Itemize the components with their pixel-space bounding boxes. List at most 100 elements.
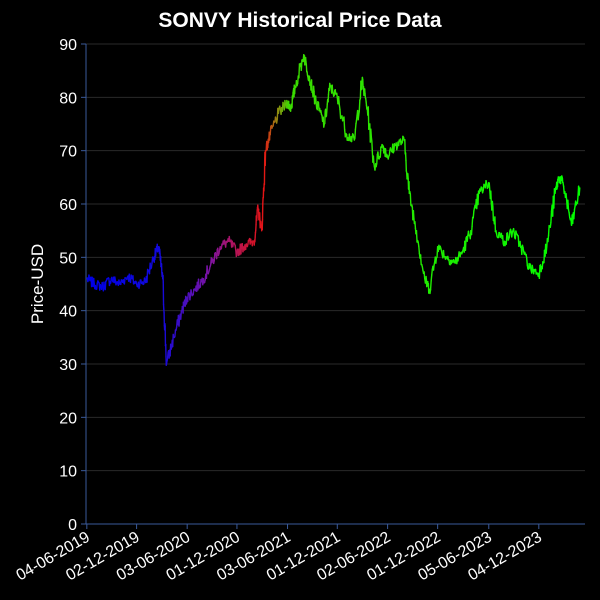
series-line-segment: [511, 231, 514, 238]
series-line-segment: [337, 95, 340, 106]
series-line-segment: [429, 280, 432, 291]
series-line-segment: [376, 153, 379, 165]
series-line-segment: [357, 114, 360, 121]
series-line-segment: [466, 234, 469, 242]
series-line-segment: [442, 249, 445, 258]
series-line-segment: [333, 89, 336, 96]
series-line-segment: [412, 209, 415, 220]
series-line-segment: [339, 108, 342, 120]
series-line-segment: [235, 251, 238, 258]
y-tick-label: 80: [59, 90, 77, 107]
series-line-segment: [519, 240, 522, 248]
y-tick-label: 70: [59, 144, 77, 161]
series-line-segment: [550, 210, 553, 224]
series-line-segment: [316, 100, 319, 111]
series-line-segment: [269, 126, 272, 136]
series-line-segment: [517, 235, 520, 247]
y-tick-label: 40: [59, 304, 77, 321]
series-line-segment: [547, 234, 550, 243]
series-line-segment: [531, 264, 534, 271]
series-line-segment: [300, 59, 303, 72]
series-line-segment: [348, 133, 351, 142]
series-line-segment: [529, 263, 532, 271]
series-line-segment: [388, 149, 391, 156]
axes: [81, 43, 585, 529]
series-line-segment: [213, 252, 216, 262]
series-line-segment: [470, 225, 473, 236]
series-line-segment: [401, 135, 404, 144]
series-line-segment: [513, 231, 516, 239]
series-line-segment: [435, 257, 438, 264]
series-line-segment: [448, 259, 451, 265]
y-tick-label: 10: [59, 464, 77, 481]
series-line-segment: [234, 244, 237, 251]
series-line-segment: [538, 264, 541, 280]
series-line-segment: [372, 155, 375, 165]
series-line-segment: [150, 262, 153, 269]
series-line-segment: [298, 63, 301, 79]
series-line-segment: [491, 200, 494, 208]
series-line-segment: [370, 128, 373, 138]
series-line-segment: [334, 89, 337, 95]
y-tick-labels: 0 10 20 30 40 50 60 70 80 90: [59, 37, 77, 534]
series-line-segment: [360, 80, 363, 91]
series-line-segment: [358, 99, 361, 112]
series-line-segment: [166, 351, 169, 359]
y-tick-label: 60: [59, 197, 77, 214]
series-line-segment: [415, 229, 418, 243]
series-line-segment: [331, 84, 334, 93]
series-line-segment: [490, 190, 493, 204]
series-line-segment: [123, 277, 126, 285]
series-line-segment: [423, 271, 426, 280]
series-line-segment: [492, 205, 495, 222]
series-line-segment: [138, 279, 141, 286]
y-tick-label: 50: [59, 250, 77, 267]
series-line-segment: [508, 230, 511, 238]
series-line-segment: [430, 274, 433, 282]
series-line-segment: [95, 282, 98, 290]
series-line-segment: [525, 257, 528, 266]
series-line-segment: [146, 268, 149, 283]
series-line-segment: [240, 243, 243, 255]
series-line-segment: [109, 277, 112, 284]
series-line-segment: [472, 210, 475, 219]
series-line-segment: [573, 209, 576, 220]
series-line-segment: [501, 234, 504, 245]
series-line-segment: [104, 280, 107, 291]
series-line-segment: [174, 329, 177, 338]
series-line-segment: [547, 224, 550, 236]
series-line-segment: [567, 199, 570, 211]
series-line-segment: [178, 316, 181, 327]
grid-lines: [86, 43, 585, 472]
series-line-segment: [343, 116, 346, 131]
series-line-segment: [192, 288, 195, 296]
series-line-segment: [128, 273, 131, 282]
series-line-segment: [367, 106, 370, 130]
series-line-segment: [545, 245, 548, 254]
series-line-segment: [377, 151, 380, 160]
series-line-segment: [315, 101, 318, 109]
series-line-segment: [431, 268, 434, 276]
series-line-segment: [93, 277, 95, 285]
series-line-segment: [505, 232, 508, 245]
series-line-segment: [497, 231, 500, 239]
series-line-segment: [354, 123, 357, 131]
series-line-segment: [312, 85, 315, 93]
series-line-segment: [379, 146, 382, 158]
series-line-segment: [354, 128, 357, 139]
series-line-segment: [457, 255, 460, 262]
series-line-segment: [187, 292, 189, 303]
series-line-segment: [350, 136, 353, 143]
series-line-segment: [432, 264, 435, 271]
series-line-segment: [471, 216, 474, 228]
chart-title: SONVY Historical Price Data: [158, 9, 442, 32]
y-tick-label: 30: [59, 357, 77, 374]
series-line-segment: [576, 195, 579, 204]
series-line-segment: [494, 216, 497, 233]
series-line-segment: [206, 265, 209, 274]
series-line-segment: [91, 276, 94, 287]
series-line-segment: [568, 211, 571, 219]
series-line-segment: [180, 310, 183, 320]
